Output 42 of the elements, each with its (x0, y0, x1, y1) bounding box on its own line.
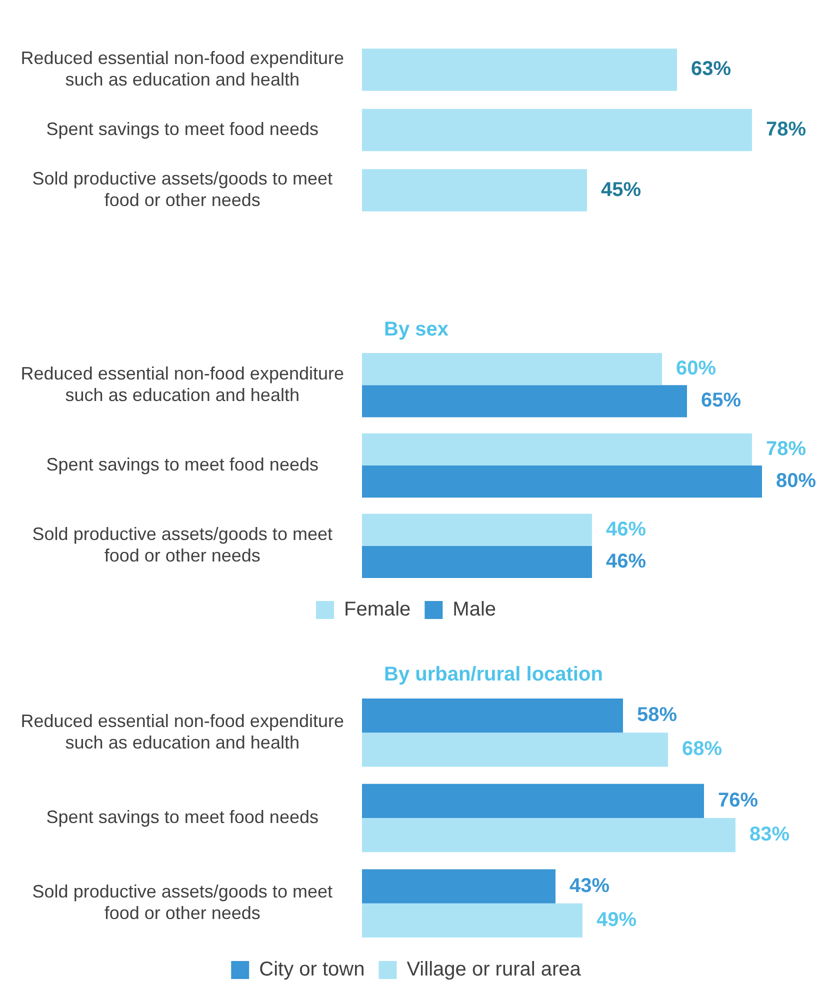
legend-label: Male (452, 598, 496, 621)
data-label: 58% (637, 704, 678, 726)
data-label: 68% (682, 738, 722, 760)
bar (362, 869, 556, 904)
bar (362, 466, 762, 498)
data-label: 45% (601, 178, 642, 201)
data-label: 78% (766, 118, 806, 141)
bar (362, 732, 668, 767)
bar (362, 818, 736, 852)
bar (362, 353, 662, 386)
data-label: 83% (750, 824, 790, 846)
data-label: 46% (606, 550, 646, 572)
legend-label: City or town (259, 958, 365, 981)
bar (362, 385, 687, 418)
y-tick-label: Reduced essential non-food expenditure such as education and health (20, 48, 344, 90)
y-tick-label: Reduced essential non-food expenditure such as education and health (20, 363, 344, 405)
bar (362, 784, 704, 818)
legend-label: Female (344, 598, 411, 621)
y-tick-label: Sold productive assets/goods to meet food or other needs (32, 524, 332, 566)
bar (362, 433, 752, 466)
y-tick-label: Sold productive assets/goods to meet food or other needs (32, 882, 332, 924)
chart-title: By sex (384, 318, 448, 341)
y-tick-label: Spent savings to meet food needs (46, 806, 318, 827)
data-label: 76% (718, 789, 758, 812)
bar (362, 698, 623, 733)
data-label: 43% (570, 874, 610, 897)
data-label: 60% (676, 358, 716, 380)
bar (362, 514, 592, 546)
y-tick-label: Spent savings to meet food needs (46, 454, 318, 474)
legend-label: Village or rural area (406, 958, 582, 981)
bar (362, 903, 582, 938)
bar (362, 546, 592, 578)
data-label: 63% (691, 58, 732, 80)
data-label: 78% (766, 438, 806, 460)
data-label: 80% (776, 470, 816, 492)
data-label: 49% (596, 908, 637, 931)
y-tick-label: Sold productive assets/goods to meet food or other needs (32, 168, 332, 210)
y-tick-label: Reduced essential non-food expenditure such as education and health (20, 710, 344, 752)
data-label: 46% (606, 518, 646, 540)
chart-title: By urban/rural location (384, 664, 603, 686)
data-label: 65% (701, 390, 742, 412)
y-tick-label: Spent savings to meet food needs (46, 118, 318, 139)
